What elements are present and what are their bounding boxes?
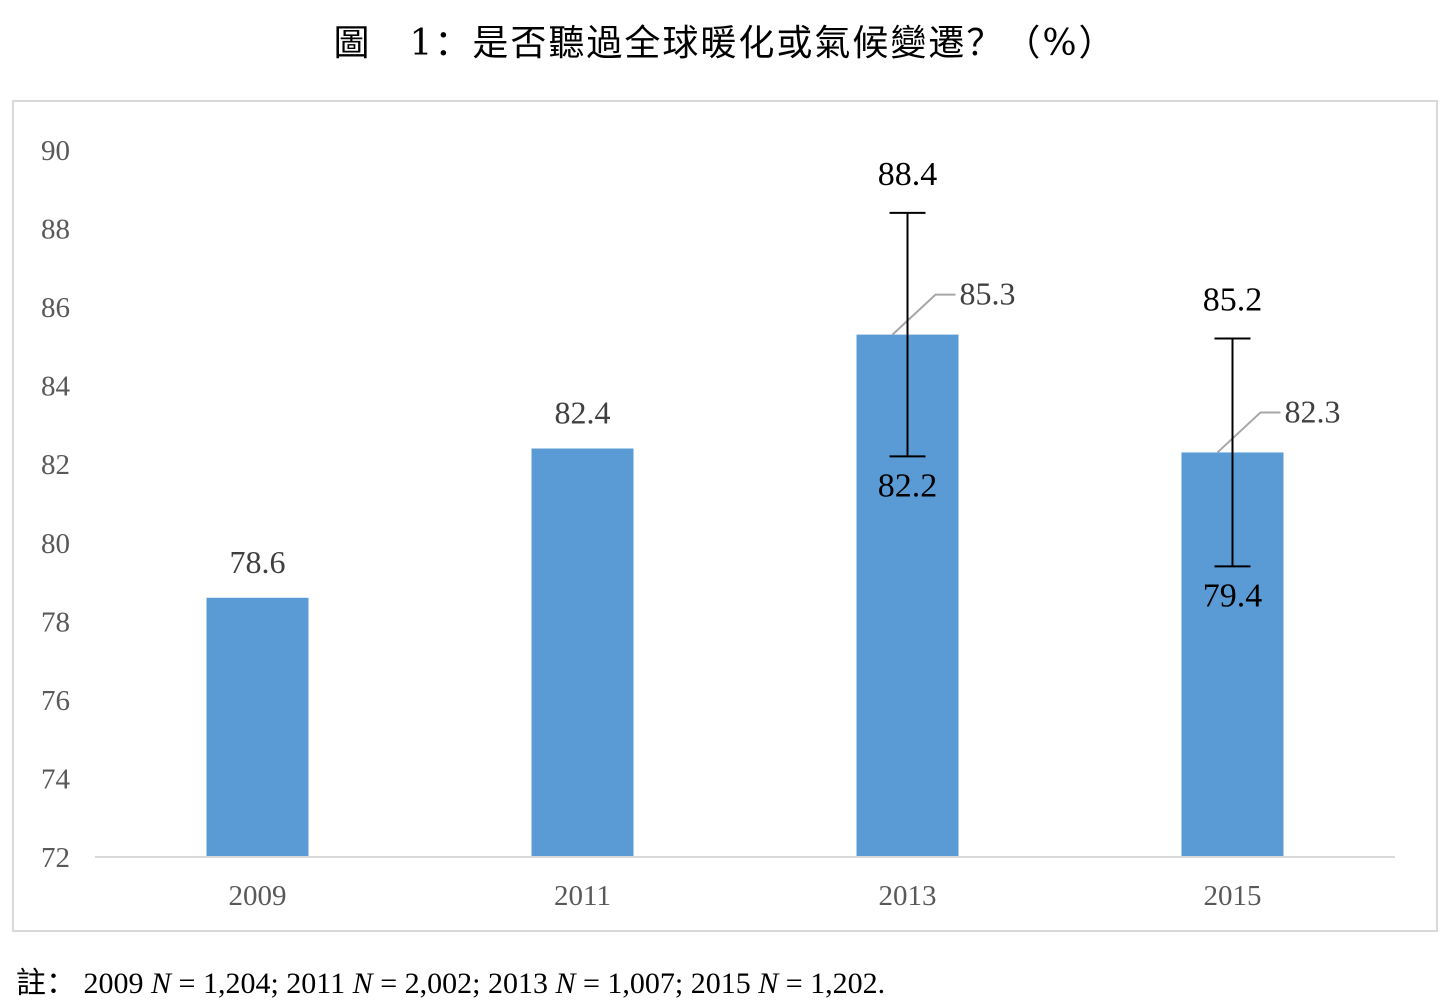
chart-title: 圖 1：是否聽過全球暖化或氣候變遷？（%） bbox=[333, 23, 1117, 64]
bar-2009 bbox=[206, 597, 309, 857]
x-tick-label-2013: 2013 bbox=[879, 880, 937, 912]
y-tick-label: 76 bbox=[41, 685, 70, 717]
error-upper-label-2015: 85.2 bbox=[1203, 282, 1263, 319]
y-tick-label: 90 bbox=[41, 135, 70, 167]
error-lower-label-2013: 82.2 bbox=[878, 467, 938, 504]
data-label-leader-2013 bbox=[891, 293, 956, 336]
x-tick-label-2009: 2009 bbox=[229, 880, 287, 912]
y-tick-label: 82 bbox=[41, 449, 70, 481]
footnote-item-2015: 2015 N = 1,202. bbox=[690, 967, 886, 1000]
footnote-item-2011: 2011 N = 2,002; bbox=[286, 967, 481, 1000]
bar-2011 bbox=[531, 448, 634, 857]
data-label-2015: 82.3 bbox=[1285, 393, 1341, 429]
y-tick-label: 84 bbox=[41, 371, 71, 403]
footnote-prefix: 註： bbox=[16, 967, 76, 1000]
x-tick-label-2011: 2011 bbox=[554, 880, 611, 912]
y-tick-label: 72 bbox=[41, 842, 70, 874]
data-label-2011: 82.4 bbox=[555, 395, 611, 431]
footnote-item-2013: 2013 N = 1,007; bbox=[487, 967, 684, 1000]
data-label-2009: 78.6 bbox=[230, 544, 286, 580]
y-tick-label: 86 bbox=[41, 292, 70, 324]
data-label-leader-2015 bbox=[1216, 411, 1281, 454]
data-label-2013: 85.3 bbox=[960, 276, 1016, 312]
error-lower-label-2015: 79.4 bbox=[1203, 577, 1263, 614]
y-tick-label: 74 bbox=[41, 763, 71, 795]
error-upper-label-2013: 88.4 bbox=[878, 156, 938, 193]
footnote-item-2009: 2009 N = 1,204; bbox=[83, 967, 279, 1000]
y-tick-label: 88 bbox=[41, 214, 70, 246]
x-tick-label-2015: 2015 bbox=[1204, 880, 1262, 912]
y-tick-label: 80 bbox=[41, 528, 70, 560]
footnote: 註： 2009 N = 1,204; 2011 N = 2,002; 2013 … bbox=[16, 958, 885, 1002]
y-tick-label: 78 bbox=[41, 606, 70, 638]
